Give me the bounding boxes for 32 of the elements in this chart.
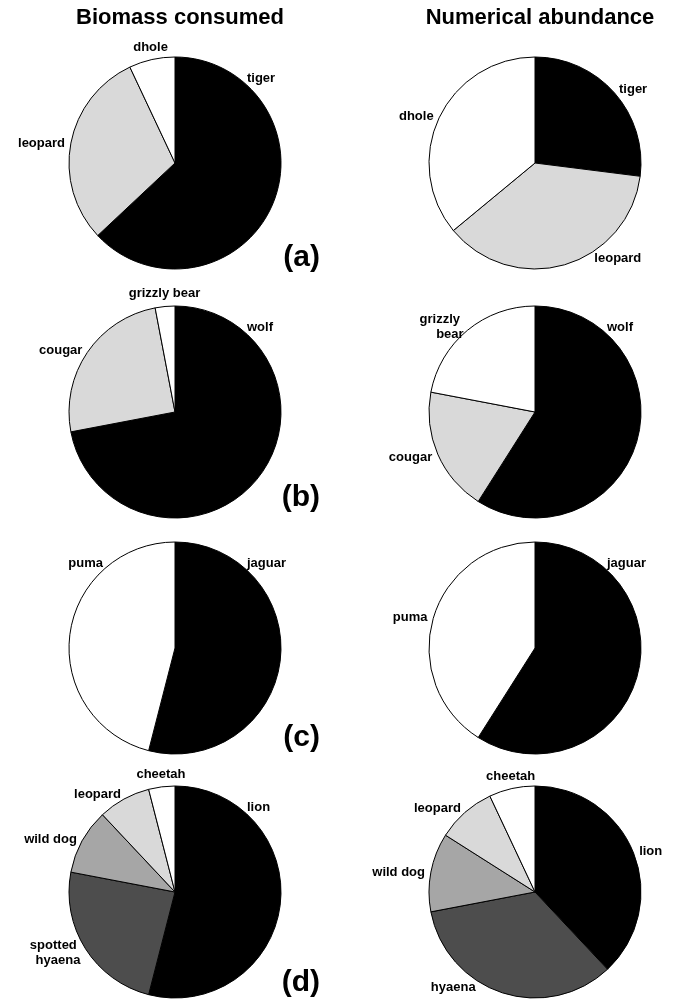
text: (c) <box>283 718 321 752</box>
slice-label: spotted hyaena <box>29 937 82 968</box>
slice-label: tiger <box>246 69 276 85</box>
slice-label: dhole <box>133 38 168 54</box>
slice-label: lion <box>639 843 663 859</box>
slice-label: cougar <box>39 341 83 357</box>
slice-label: wild dog <box>371 863 426 879</box>
slice-label: grizzly bear <box>419 310 464 341</box>
slice-label: puma <box>68 554 104 570</box>
text: (a) <box>283 238 321 272</box>
slice-label: cheetah <box>136 765 186 781</box>
slice-label: lion <box>246 798 271 814</box>
slice-label: hyaena <box>430 979 477 995</box>
slice-label: tiger <box>619 81 648 97</box>
text: (b) <box>281 478 321 512</box>
chart-title: Biomass consumed <box>76 3 284 29</box>
slice-label: dhole <box>398 107 434 123</box>
slice-label: puma <box>392 609 429 625</box>
slice-label: cheetah <box>486 767 536 783</box>
slice-label: wild dog <box>23 830 77 846</box>
slice-label: grizzly bear <box>128 285 201 301</box>
slice-label: jaguar <box>245 554 287 570</box>
text: (d) <box>281 963 321 997</box>
slice-label: cougar <box>388 448 433 464</box>
slice-label: leopard <box>413 800 461 816</box>
slice-label: jaguar <box>605 554 647 570</box>
slice-label: wolf <box>605 318 634 334</box>
slice-label: leopard <box>74 786 122 802</box>
slice-label: leopard <box>594 250 642 266</box>
chart-title: Numerical abundance <box>425 3 655 29</box>
slice-label: wolf <box>245 318 274 334</box>
slice-label: leopard <box>18 134 66 150</box>
